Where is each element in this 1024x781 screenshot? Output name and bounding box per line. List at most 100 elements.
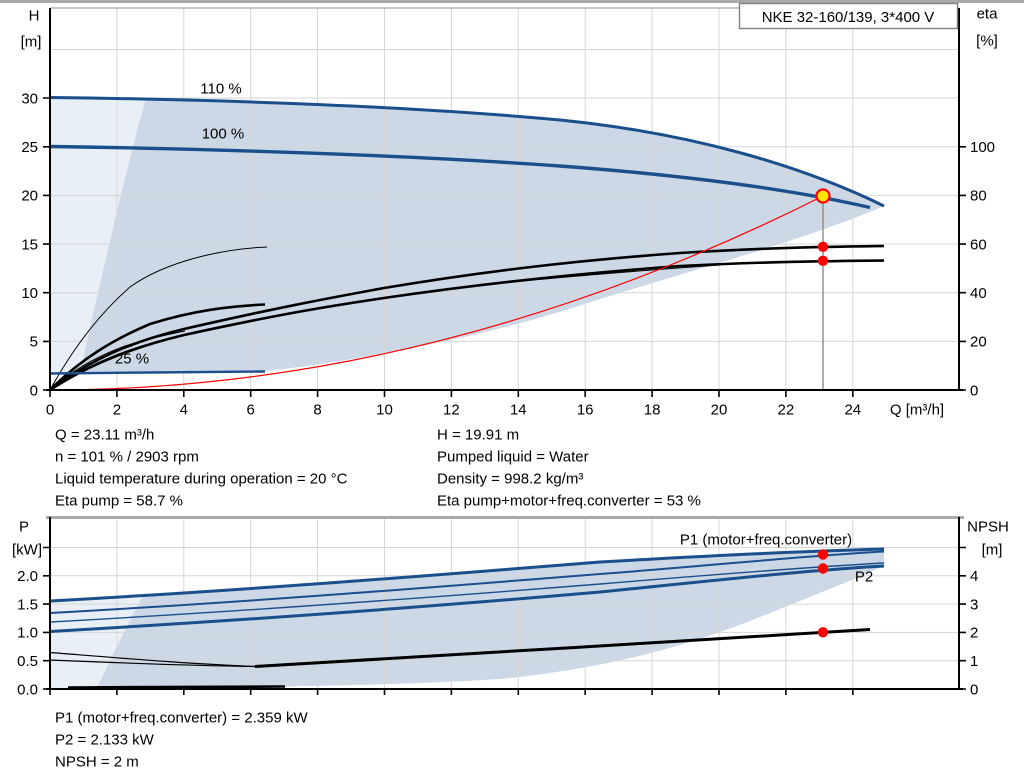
info-p2: P2 = 2.133 kW bbox=[55, 731, 155, 748]
q-tick: 6 bbox=[247, 401, 255, 418]
npsh-tick: 2 bbox=[970, 625, 978, 642]
info-npsh: NPSH = 2 m bbox=[55, 753, 139, 770]
power-npsh-chart: P [kW] NPSH [m] 2.0 1.5 1.0 0.5 0.0 4 3 … bbox=[12, 516, 1009, 698]
eta-axis-unit: [%] bbox=[976, 32, 998, 49]
p-tick: 0.5 bbox=[17, 653, 38, 670]
npsh-curve-lower-thin bbox=[49, 659, 256, 668]
npsh-curve-upper-thin bbox=[49, 651, 256, 668]
p2-curve-label: P2 bbox=[855, 568, 873, 585]
h-axis-name: H bbox=[29, 7, 40, 24]
p1-curve-label: P1 (motor+freq.converter) bbox=[680, 531, 852, 548]
power-info-block: P1 (motor+freq.converter) = 2.359 kW P2 … bbox=[55, 709, 308, 770]
npsh-tick: 0 bbox=[970, 681, 978, 698]
eta-total-curve bbox=[49, 259, 885, 392]
info-q: Q = 23.11 m³/h bbox=[55, 426, 154, 443]
q-tick: 22 bbox=[778, 401, 795, 418]
eta-axis-name: eta bbox=[977, 5, 999, 22]
info-eta-pump: Eta pump = 58.7 % bbox=[55, 492, 183, 509]
info-liquid-temp: Liquid temperature during operation = 20… bbox=[55, 470, 348, 487]
operating-envelope-dark bbox=[80, 98, 884, 373]
info-eta-total: Eta pump+motor+freq.converter = 53 % bbox=[437, 492, 701, 509]
qh-right-ticks bbox=[959, 146, 966, 391]
h-tick: 15 bbox=[21, 236, 38, 253]
q-tick: 4 bbox=[180, 401, 188, 418]
info-density: Density = 998.2 kg/m³ bbox=[437, 470, 583, 487]
eta-tick: 100 bbox=[970, 139, 995, 156]
p-tick: 1.0 bbox=[17, 625, 38, 642]
npsh-curve-low-speed bbox=[67, 685, 286, 689]
eta-total-duty-dot bbox=[817, 255, 829, 266]
q-tick: 2 bbox=[113, 401, 121, 418]
power-left-ticks bbox=[43, 546, 50, 690]
q-tick: 0 bbox=[46, 401, 54, 418]
p2-duty-dot bbox=[817, 563, 829, 574]
q-axis-label: Q [m³/h] bbox=[890, 401, 944, 418]
q-tick: 14 bbox=[510, 401, 527, 418]
qh-left-ticks bbox=[43, 97, 50, 391]
pump-curve-25 bbox=[49, 370, 266, 375]
eta-curve-short-thin bbox=[49, 246, 268, 391]
eta-pump-duty-dot bbox=[817, 241, 829, 252]
npsh-axis-unit: [m] bbox=[982, 541, 1003, 558]
power-x-ticks bbox=[49, 689, 854, 695]
eta-pump-curve bbox=[49, 244, 885, 392]
q-tick: 20 bbox=[711, 401, 728, 418]
info-pumped-liquid: Pumped liquid = Water bbox=[437, 448, 589, 465]
eta-tick: 80 bbox=[970, 188, 987, 205]
h-tick: 0 bbox=[30, 382, 38, 399]
duty-point[interactable] bbox=[815, 188, 831, 204]
npsh-tick: 4 bbox=[970, 568, 978, 585]
p-tick: 1.5 bbox=[17, 596, 38, 613]
speed-label-25: 25 % bbox=[115, 350, 149, 367]
q-tick: 8 bbox=[313, 401, 321, 418]
eta-tick: 0 bbox=[970, 382, 978, 399]
npsh-curve bbox=[254, 628, 871, 668]
qh-chart: H [m] eta [%] 30 25 20 15 10 5 0 100 80 … bbox=[21, 5, 999, 418]
eta-curve-short-thick bbox=[49, 303, 266, 391]
eta-tick: 40 bbox=[970, 285, 987, 302]
pump-title-frame bbox=[738, 2, 959, 30]
q-tick: 10 bbox=[376, 401, 393, 418]
qh-x-ticks bbox=[49, 390, 854, 397]
h-tick: 25 bbox=[21, 139, 38, 156]
eta-tick: 20 bbox=[970, 334, 987, 351]
speed-label-110: 110 % bbox=[200, 80, 241, 97]
pump-title-box: NKE 32-160/139, 3*400 V bbox=[738, 2, 959, 30]
p-tick: 0.0 bbox=[17, 681, 38, 698]
info-p1: P1 (motor+freq.converter) = 2.359 kW bbox=[55, 709, 308, 726]
p-axis-name: P bbox=[19, 518, 29, 535]
info-h: H = 19.91 m bbox=[437, 426, 519, 443]
h-tick: 10 bbox=[21, 285, 38, 302]
eta-curve-fan bbox=[49, 330, 186, 391]
qh-gridlines bbox=[50, 8, 959, 390]
pump-curve-100 bbox=[49, 144, 871, 210]
speed-label-100: 100 % bbox=[202, 125, 245, 142]
duty-info-block: Q = 23.11 m³/h n = 101 % / 2903 rpm Liqu… bbox=[55, 426, 701, 509]
p1-duty-dot bbox=[817, 549, 829, 560]
p2-100-curve bbox=[49, 564, 885, 633]
p-axis-unit: [kW] bbox=[12, 541, 42, 558]
p-tick: 2.0 bbox=[17, 568, 38, 585]
npsh-duty-dot bbox=[817, 627, 829, 638]
h-tick: 20 bbox=[21, 188, 38, 205]
q-tick: 16 bbox=[577, 401, 594, 418]
npsh-tick: 3 bbox=[970, 596, 978, 613]
npsh-axis-name: NPSH bbox=[967, 518, 1009, 535]
pump-title: NKE 32-160/139, 3*400 V bbox=[762, 9, 935, 26]
p1-100-curve bbox=[49, 550, 885, 614]
p2-110-curve bbox=[49, 562, 885, 623]
eta-tick: 60 bbox=[970, 236, 987, 253]
npsh-tick: 1 bbox=[970, 653, 978, 670]
power-right-ticks bbox=[959, 546, 966, 690]
q-tick: 24 bbox=[844, 401, 861, 418]
qh-axes bbox=[46, 8, 963, 391]
q-tick: 12 bbox=[443, 401, 460, 418]
system-curve bbox=[49, 195, 824, 391]
pump-curve-110 bbox=[49, 96, 885, 208]
h-axis-unit: [m] bbox=[21, 33, 42, 50]
q-tick: 18 bbox=[644, 401, 661, 418]
h-tick: 30 bbox=[21, 90, 38, 107]
p1-110-curve bbox=[49, 547, 885, 603]
